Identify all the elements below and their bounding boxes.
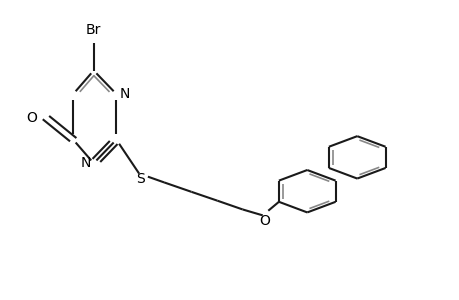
Text: N: N bbox=[80, 156, 90, 170]
Text: Br: Br bbox=[86, 22, 101, 37]
Text: S: S bbox=[136, 172, 145, 186]
Text: O: O bbox=[26, 111, 37, 124]
Text: N: N bbox=[119, 87, 129, 101]
Text: O: O bbox=[258, 214, 269, 228]
